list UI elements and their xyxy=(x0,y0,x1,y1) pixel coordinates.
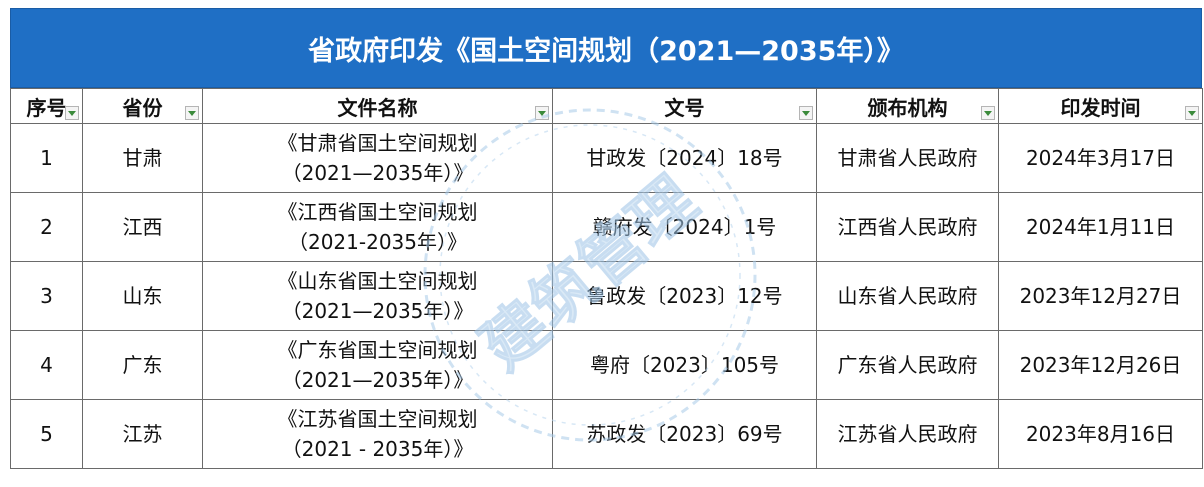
header-label: 省份 xyxy=(122,95,163,120)
header-row: 序号 省份 文件名称 文号 颁布机构 印发时间 xyxy=(10,88,1203,124)
header-label: 印发时间 xyxy=(1060,95,1141,120)
cell-no: 5 xyxy=(10,399,83,469)
header-label: 序号 xyxy=(26,95,67,120)
cell-date: 2024年1月11日 xyxy=(998,192,1203,262)
column-header-province: 省份 xyxy=(82,88,203,124)
cell-file-name: 《广东省国土空间规划 （2021—2035年）》 xyxy=(202,330,553,400)
filter-dropdown-icon[interactable] xyxy=(799,106,813,120)
cell-no: 1 xyxy=(10,123,83,193)
filter-dropdown-icon[interactable] xyxy=(535,106,549,120)
table-row: 1 甘肃 《甘肃省国土空间规划 （2021—2035年）》 甘政发〔2024〕18… xyxy=(10,123,1203,193)
file-name-line2: （2021—2035年）》 xyxy=(281,161,474,185)
cell-date: 2023年8月16日 xyxy=(998,399,1203,469)
cell-file-name: 《甘肃省国土空间规划 （2021—2035年）》 xyxy=(202,123,553,193)
cell-issuer: 江苏省人民政府 xyxy=(816,399,999,469)
table-row: 2 江西 《江西省国土空间规划 （2021-2035年）》 赣府发〔2024〕1号… xyxy=(10,192,1203,262)
cell-doc-number: 鲁政发〔2023〕12号 xyxy=(552,261,817,331)
cell-no: 2 xyxy=(10,192,83,262)
column-header-date: 印发时间 xyxy=(998,88,1203,124)
table-title: 省政府印发《国土空间规划（2021—2035年）》 xyxy=(10,8,1202,88)
header-label: 文号 xyxy=(664,95,705,120)
cell-doc-number: 粤府〔2023〕105号 xyxy=(552,330,817,400)
cell-issuer: 甘肃省人民政府 xyxy=(816,123,999,193)
cell-no: 3 xyxy=(10,261,83,331)
cell-file-name: 《山东省国土空间规划 （2021—2035年）》 xyxy=(202,261,553,331)
cell-date: 2023年12月27日 xyxy=(998,261,1203,331)
table-row: 5 江苏 《江苏省国土空间规划 （2021 - 2035年）》 苏政发〔2023〕… xyxy=(10,399,1203,469)
table-row: 3 山东 《山东省国土空间规划 （2021—2035年）》 鲁政发〔2023〕12… xyxy=(10,261,1203,331)
file-name-line2: （2021—2035年）》 xyxy=(281,299,474,323)
cell-province: 江西 xyxy=(82,192,203,262)
table-row: 4 广东 《广东省国土空间规划 （2021—2035年）》 粤府〔2023〕105… xyxy=(10,330,1203,400)
cell-issuer: 江西省人民政府 xyxy=(816,192,999,262)
file-name-line1: 《江西省国土空间规划 xyxy=(277,200,478,224)
cell-date: 2024年3月17日 xyxy=(998,123,1203,193)
cell-province: 甘肃 xyxy=(82,123,203,193)
filter-dropdown-icon[interactable] xyxy=(185,106,199,120)
cell-doc-number: 甘政发〔2024〕18号 xyxy=(552,123,817,193)
filter-dropdown-icon[interactable] xyxy=(1185,106,1199,120)
cell-province: 广东 xyxy=(82,330,203,400)
spreadsheet-table-container: 省政府印发《国土空间规划（2021—2035年）》 序号 省份 文件名称 文号 … xyxy=(10,8,1203,483)
filter-dropdown-icon[interactable] xyxy=(981,106,995,120)
cell-doc-number: 赣府发〔2024〕1号 xyxy=(552,192,817,262)
filter-dropdown-icon[interactable] xyxy=(65,106,79,120)
cell-file-name: 《江苏省国土空间规划 （2021 - 2035年）》 xyxy=(202,399,553,469)
cell-file-name: 《江西省国土空间规划 （2021-2035年）》 xyxy=(202,192,553,262)
column-header-no: 序号 xyxy=(10,88,83,124)
cell-date: 2023年12月26日 xyxy=(998,330,1203,400)
file-name-line2: （2021—2035年）》 xyxy=(281,368,474,392)
column-header-file-name: 文件名称 xyxy=(202,88,553,124)
cell-no: 4 xyxy=(10,330,83,400)
header-label: 颁布机构 xyxy=(867,95,948,120)
column-header-doc-number: 文号 xyxy=(552,88,817,124)
file-name-line2: （2021-2035年）》 xyxy=(287,230,467,254)
file-name-line2: （2021 - 2035年）》 xyxy=(281,437,474,461)
cell-issuer: 广东省人民政府 xyxy=(816,330,999,400)
cell-issuer: 山东省人民政府 xyxy=(816,261,999,331)
cell-province: 山东 xyxy=(82,261,203,331)
file-name-line1: 《山东省国土空间规划 xyxy=(277,269,478,293)
file-name-line1: 《江苏省国土空间规划 xyxy=(277,407,478,431)
file-name-line1: 《甘肃省国土空间规划 xyxy=(277,131,478,155)
policy-table: 序号 省份 文件名称 文号 颁布机构 印发时间 1 甘肃 《甘肃省国土空间规划 （… xyxy=(10,88,1203,469)
header-label: 文件名称 xyxy=(337,95,418,120)
column-header-issuer: 颁布机构 xyxy=(816,88,999,124)
cell-doc-number: 苏政发〔2023〕69号 xyxy=(552,399,817,469)
cell-province: 江苏 xyxy=(82,399,203,469)
file-name-line1: 《广东省国土空间规划 xyxy=(277,338,478,362)
